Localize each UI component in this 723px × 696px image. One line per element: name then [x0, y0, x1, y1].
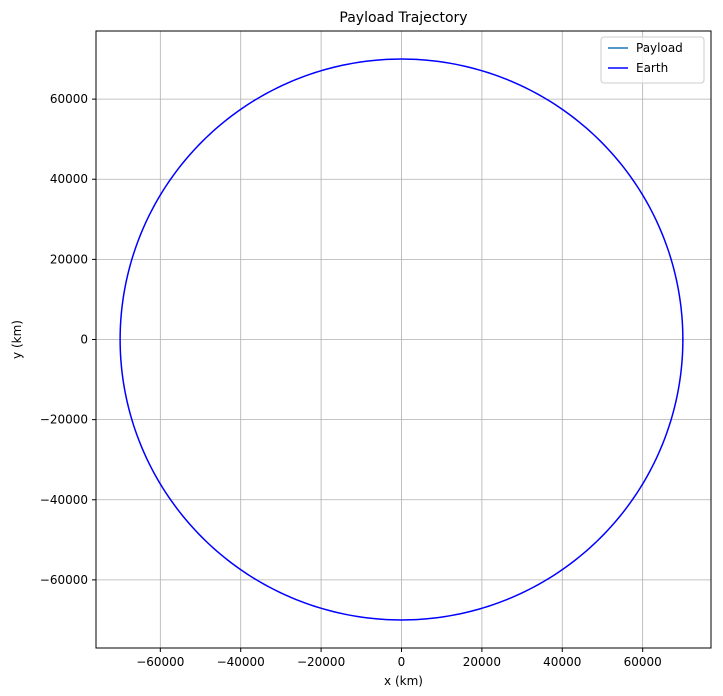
grid [96, 31, 711, 648]
y-tick-label: 20000 [50, 252, 88, 266]
chart-title: Payload Trajectory [339, 10, 467, 26]
series-earth-line [119, 58, 684, 621]
y-tick-label: −20000 [40, 413, 88, 427]
x-tick-label: 0 [398, 655, 406, 669]
y-tick-label: 60000 [50, 92, 88, 106]
y-tick-label: 40000 [50, 172, 88, 186]
legend-label-payload: Payload [636, 41, 683, 55]
legend: Payload Earth [600, 36, 705, 84]
y-axis-label: y (km) [10, 320, 24, 359]
x-tick-label: −20000 [297, 655, 345, 669]
x-axis-label: x (km) [384, 674, 423, 688]
x-tick-label: 20000 [463, 655, 501, 669]
series-group [119, 58, 684, 621]
ticks: −60000 −40000 −20000 0 20000 40000 60000 −60000… [40, 92, 662, 669]
x-tick-label: −40000 [217, 655, 265, 669]
x-tick-label: −60000 [136, 655, 184, 669]
y-tick-label: 0 [80, 333, 88, 347]
legend-label-earth: Earth [636, 61, 668, 75]
y-tick-label: −40000 [40, 493, 88, 507]
y-tick-label: −60000 [40, 573, 88, 587]
x-tick-label: 60000 [624, 655, 662, 669]
x-tick-label: 40000 [543, 655, 581, 669]
